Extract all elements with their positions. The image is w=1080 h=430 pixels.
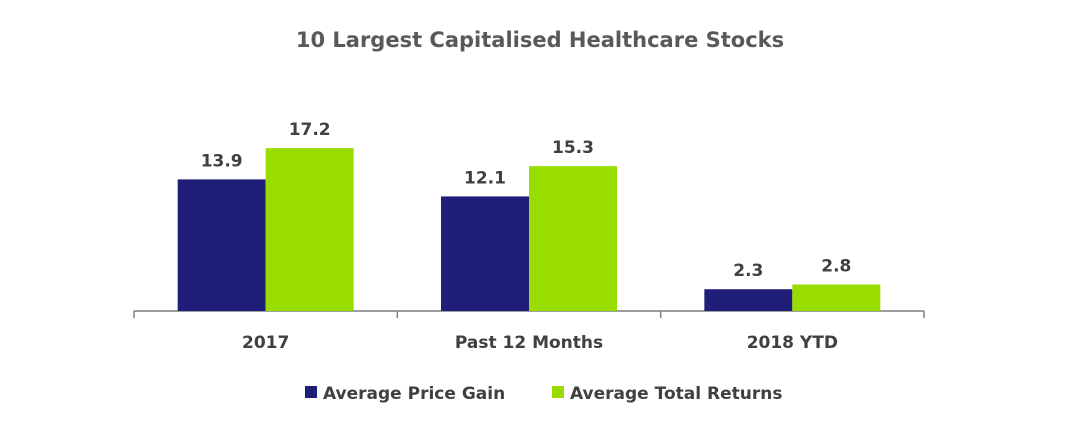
x-tick-label: Past 12 Months [455, 333, 603, 353]
plot-area: 13.9 17.2 2017 12.1 15.3 Past 12 Months 2.3 2.8… [133, 120, 925, 353]
chart-title: 10 Largest Capitalised Healthcare Stocks [296, 28, 784, 52]
legend-label: Average Price Gain [323, 384, 505, 404]
bar [441, 196, 529, 311]
bar [529, 166, 617, 311]
data-label: 15.3 [552, 138, 594, 158]
data-label: 2.3 [733, 261, 763, 281]
bar [265, 148, 354, 311]
bar [177, 179, 266, 311]
data-label: 12.1 [464, 168, 506, 188]
x-tick-label: 2018 YTD [747, 333, 838, 353]
bar [792, 284, 881, 311]
legend-swatch [305, 386, 317, 398]
legend-swatch [552, 386, 564, 398]
legend: Average Price Gain Average Total Returns [305, 384, 782, 404]
data-label: 17.2 [289, 120, 331, 140]
data-label: 2.8 [821, 256, 851, 276]
data-label: 13.9 [201, 151, 243, 171]
legend-label: Average Total Returns [570, 384, 782, 404]
bar [704, 289, 793, 311]
x-tick-label: 2017 [242, 333, 289, 353]
